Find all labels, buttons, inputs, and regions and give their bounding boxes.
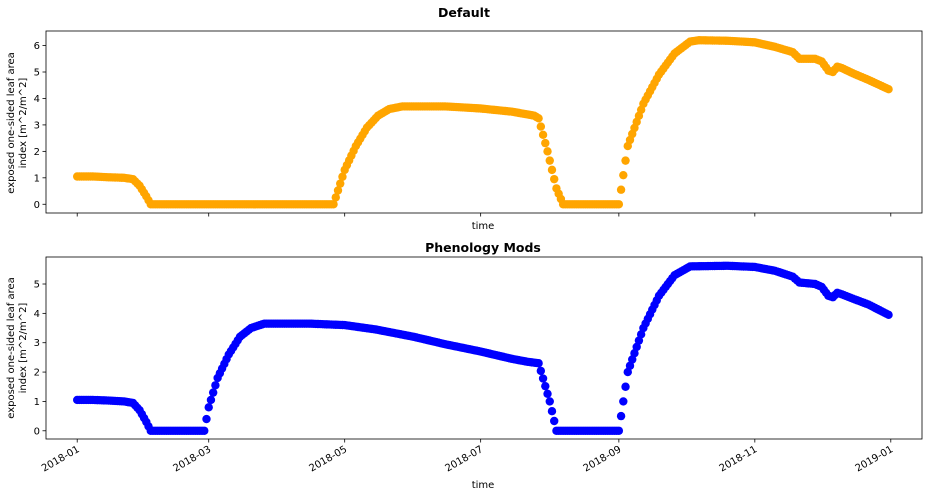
default-panel-data-point — [550, 174, 559, 184]
phenology-mods-panel-y-tick-label: 0 — [34, 426, 40, 437]
default-panel-y-tick-label: 1 — [34, 173, 40, 184]
default-panel-y-tick-label: 5 — [34, 68, 40, 79]
default-panel-y-axis-label: exposed one-sided leaf area index [m^2/m… — [6, 52, 29, 194]
default-panel-data-point — [534, 114, 543, 123]
default-panel-data-point — [543, 147, 552, 156]
phenology-mods-panel-data-points — [73, 261, 893, 435]
default-panel-data-point — [536, 122, 546, 131]
default-panel-data-point — [338, 172, 347, 181]
default-panel-y-tick-label: 3 — [34, 120, 40, 131]
phenology-mods-panel-y-tick-label: 5 — [34, 280, 40, 291]
default-panel-data-point — [884, 85, 893, 94]
default-panel-data-point — [329, 200, 338, 209]
phenology-mods-panel-data-point — [550, 416, 559, 426]
phenology-mods-panel-data-point — [211, 381, 220, 390]
default-panel-data-point — [614, 200, 624, 209]
phenology-mods-panel-y-tick-label: 4 — [34, 309, 40, 320]
phenology-mods-panel-data-point — [545, 397, 554, 406]
phenology-mods-panel-y-tick-label: 3 — [34, 338, 40, 349]
phenology-mods-panel-data-point — [200, 426, 209, 435]
phenology-mods-panel-data-point — [204, 403, 213, 412]
default-panel-x-axis-label: time — [472, 221, 495, 232]
phenology-mods-panel-data-point — [534, 359, 543, 368]
phenology-mods-panel-data-point — [536, 366, 546, 376]
phenology-mods-panel-data-point — [616, 411, 626, 421]
phenology-mods-panel-data-point — [543, 389, 552, 398]
default-panel-y-label-line-2: index [m^2/m^2] — [18, 78, 29, 169]
phenology-mods-panel-data-point — [621, 382, 630, 391]
phenology-mods-panel-y-axis-label: exposed one-sided leaf area index [m^2/m… — [6, 277, 29, 419]
phenology-mods-panel-data-point — [202, 414, 211, 424]
default-panel-data-point — [547, 165, 557, 175]
default-panel-data-points — [73, 36, 893, 209]
phenology-mods-panel-data-point — [884, 310, 893, 320]
phenology-mods-panel-data-point — [541, 381, 550, 391]
default-panel-data-point — [621, 156, 630, 165]
default-panel-data-point — [333, 186, 343, 195]
phenology-mods-panel-y-label-line-2: index [m^2/m^2] — [18, 303, 29, 394]
default-panel-y-tick-label: 4 — [34, 94, 40, 105]
default-panel-data-point — [538, 130, 548, 140]
phenology-mods-panel-x-axis-label: time — [472, 480, 495, 491]
default-panel-data-point — [619, 170, 628, 180]
phenology-mods-panel-data-point — [208, 388, 218, 397]
default-panel-data-point — [616, 185, 626, 194]
default-panel-y-tick-label: 0 — [34, 200, 40, 211]
default-panel-data-point — [541, 138, 550, 148]
default-panel-data-point — [336, 179, 345, 188]
phenology-mods-panel-title: Phenology Mods — [425, 240, 541, 255]
phenology-mods-panel-y-tick-label: 1 — [34, 397, 40, 408]
phenology-mods-panel-data-point — [619, 397, 628, 406]
default-panel-y-label-line-1: exposed one-sided leaf area — [6, 52, 17, 194]
phenology-mods-panel-data-point — [547, 407, 557, 416]
default-panel: Default exposed one-sided leaf area inde… — [6, 5, 923, 232]
phenology-mods-panel-data-point — [538, 374, 548, 383]
phenology-mods-panel-axes-frame — [45, 256, 923, 440]
default-panel-y-tick-label: 6 — [34, 41, 40, 52]
default-panel-title: Default — [438, 5, 490, 20]
phenology-mods-panel-y-tick-label: 2 — [34, 368, 40, 379]
phenology-mods-panel-data-point — [206, 395, 216, 405]
default-panel-data-point — [545, 156, 554, 165]
default-panel-data-point — [331, 193, 340, 202]
phenology-mods-panel-y-label-line-1: exposed one-sided leaf area — [6, 277, 17, 419]
phenology-mods-panel-data-point — [614, 426, 624, 435]
default-panel-axes-frame — [45, 30, 923, 214]
default-panel-y-tick-label: 2 — [34, 147, 40, 158]
